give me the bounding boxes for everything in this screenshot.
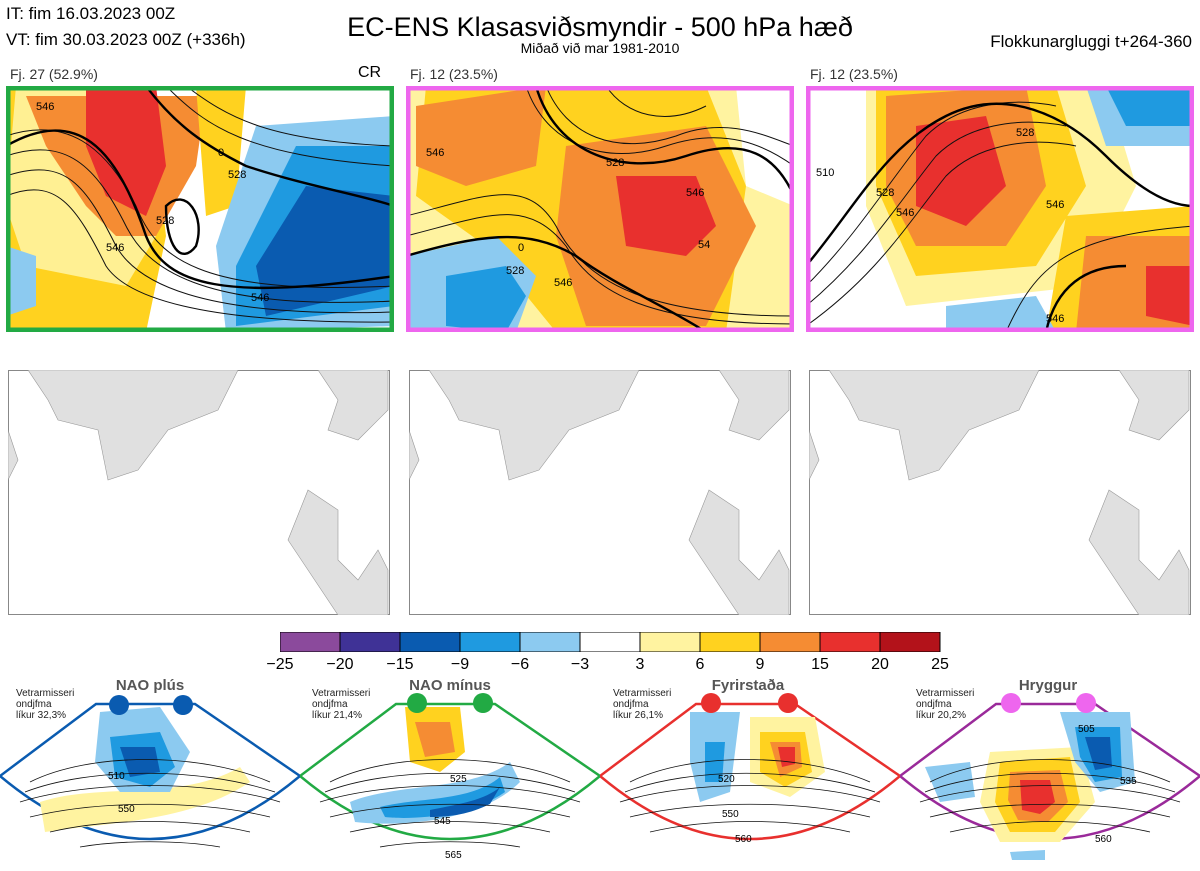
contour-label: 546 xyxy=(1046,313,1064,325)
colorbar-tick: 25 xyxy=(931,656,949,673)
contour-label: 528 xyxy=(228,169,246,181)
cluster-map-2: 546 0 528 546 528 546 54 xyxy=(406,86,794,332)
regime-info: Vetrarmisseri ondjfma líkur 26,1% xyxy=(613,688,672,721)
init-time: IT: fim 16.03.2023 00Z xyxy=(6,4,176,23)
regime-info: Vetrarmisseri ondjfma líkur 32,3% xyxy=(16,688,75,721)
regime-contour-label: 545 xyxy=(434,816,451,827)
panel-2-label: Fj. 12 (23.5%) xyxy=(410,66,498,82)
regime-contour-label: 550 xyxy=(722,809,739,820)
colorbar-tick: −20 xyxy=(326,656,354,673)
panel-1-frame xyxy=(6,86,394,332)
panel-3-frame xyxy=(806,86,1194,332)
colorbar-tick: −25 xyxy=(266,656,294,673)
contour-label: 0 xyxy=(518,242,524,254)
colorbar-tick: −6 xyxy=(510,656,530,673)
panel-3-label: Fj. 12 (23.5%) xyxy=(810,66,898,82)
contour-label: 528 xyxy=(156,215,174,227)
empty-map-1 xyxy=(8,370,390,615)
regime-contour-label: 560 xyxy=(1095,834,1112,845)
regime-contour-label: 510 xyxy=(108,771,125,782)
regime-map-nao-minus: 525 545 565 xyxy=(300,693,600,861)
contour-label: 0 xyxy=(218,147,224,159)
regime-map-nao-plus: 510 550 xyxy=(0,695,300,848)
page-title: EC-ENS Klasasviðsmyndir - 500 hPa hæð xyxy=(347,12,853,42)
regime-contour-label: 520 xyxy=(718,774,735,785)
valid-time: VT: fim 30.03.2023 00Z (+336h) xyxy=(6,30,246,49)
colorbar-tick: 9 xyxy=(755,656,765,673)
colorbar-tick: 6 xyxy=(695,656,705,673)
contour-label: 528 xyxy=(506,265,524,277)
panel-1-tag: CR xyxy=(358,64,382,81)
regime-info: Vetrarmisseri ondjfma líkur 20,2% xyxy=(916,688,975,721)
classification-window: Flokkunargluggi t+264-360 xyxy=(990,32,1192,51)
contour-label: 546 xyxy=(686,187,704,199)
regime-name: NAO plús xyxy=(115,677,185,694)
regime-contour-label: 565 xyxy=(445,850,462,861)
regime-map-blocking: 520 550 560 xyxy=(600,693,900,845)
panel-1-label: Fj. 27 (52.9%) xyxy=(10,66,98,82)
colorbar-tick: −3 xyxy=(570,656,590,673)
regime-contour-label: 525 xyxy=(450,774,467,785)
contour-label: 528 xyxy=(606,157,624,169)
colorbar-tick: −9 xyxy=(450,656,470,673)
regime-name: NAO mínus xyxy=(409,677,491,694)
colorbar-tick: 20 xyxy=(871,656,889,673)
regime-contour-label: 550 xyxy=(118,804,135,815)
panel-2-frame xyxy=(406,86,794,332)
cluster-map-1: 546 528 0 528 546 546 xyxy=(6,86,394,332)
colorbar-tick: −15 xyxy=(386,656,414,673)
regime-contour-label: 505 xyxy=(1078,724,1095,735)
contour-label: 546 xyxy=(106,242,124,254)
contour-label: 546 xyxy=(426,147,444,159)
contour-label: 546 xyxy=(896,207,914,219)
contour-label: 546 xyxy=(251,292,269,304)
colorbar xyxy=(280,632,941,652)
regime-name: Fyrirstaða xyxy=(711,677,785,694)
page-subtitle: Miðað við mar 1981-2010 xyxy=(520,40,680,56)
colorbar-tick: 3 xyxy=(635,656,645,673)
contour-label: 528 xyxy=(876,187,894,199)
empty-map-3 xyxy=(809,370,1191,615)
regime-contour-label: 535 xyxy=(1120,776,1137,787)
contour-label: 528 xyxy=(1016,127,1034,139)
contour-label: 546 xyxy=(554,277,572,289)
cluster-map-3: 510 528 546 528 546 546 xyxy=(806,86,1194,332)
regime-map-ridge: 505 535 560 xyxy=(900,693,1200,860)
regime-name: Hryggur xyxy=(1018,677,1078,694)
contour-label: 546 xyxy=(36,101,54,113)
contour-label: 54 xyxy=(698,239,710,251)
colorbar-tick: 15 xyxy=(811,656,829,673)
contour-label: 546 xyxy=(1046,199,1064,211)
contour-label: 510 xyxy=(816,167,834,179)
empty-map-2 xyxy=(409,370,791,615)
regime-info: Vetrarmisseri ondjfma líkur 21,4% xyxy=(312,688,371,721)
regime-contour-label: 560 xyxy=(735,834,752,845)
